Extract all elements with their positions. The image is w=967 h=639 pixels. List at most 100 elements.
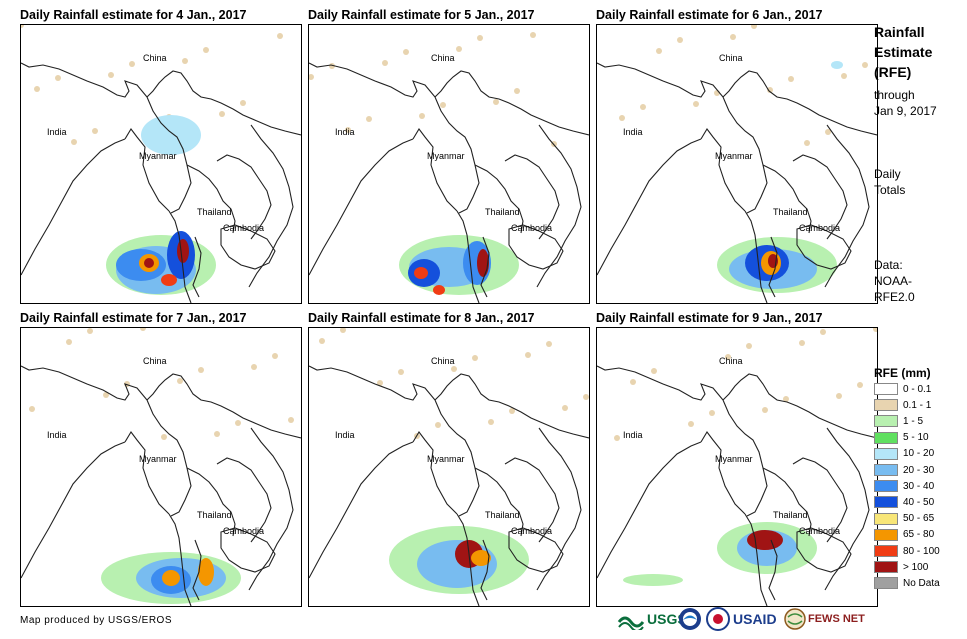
country-label-thailand: Thailand bbox=[197, 510, 232, 520]
usgs-label: USGS bbox=[647, 611, 687, 627]
country-label-china: China bbox=[719, 356, 743, 366]
country-label-cambodia: Cambodia bbox=[799, 223, 841, 233]
map-canvas bbox=[597, 25, 877, 303]
panel-title-4-jan: Daily Rainfall estimate for 4 Jan., 2017 bbox=[20, 8, 247, 22]
rainfall-map-6-jan[interactable]: China India Myanmar Thailand Cambodia bbox=[596, 24, 878, 304]
country-label-india: India bbox=[335, 127, 355, 137]
usgs-wave-icon bbox=[617, 616, 645, 630]
rainfall-field bbox=[389, 526, 529, 594]
legend-label: 5 - 10 bbox=[903, 432, 929, 444]
fews-net-logo[interactable]: FEWS NET bbox=[784, 604, 865, 634]
country-label-myanmar: Myanmar bbox=[715, 151, 753, 161]
title-line-estimate: Estimate bbox=[874, 44, 933, 60]
country-label-myanmar: Myanmar bbox=[715, 454, 753, 464]
country-label-myanmar: Myanmar bbox=[139, 151, 177, 161]
country-borders bbox=[21, 365, 301, 606]
title-line-rfe: (RFE) bbox=[874, 64, 912, 80]
country-borders bbox=[309, 365, 589, 606]
legend-item: 5 - 10 bbox=[874, 431, 929, 445]
data-label: Data: bbox=[874, 258, 903, 272]
legend-swatch bbox=[874, 383, 898, 395]
legend-swatch bbox=[874, 431, 898, 444]
legend-item: 20 - 30 bbox=[874, 463, 934, 477]
country-borders bbox=[21, 62, 301, 303]
rainfall-field bbox=[717, 61, 843, 293]
legend-label: No Data bbox=[903, 577, 940, 589]
noaa-logo[interactable] bbox=[678, 604, 702, 634]
legend-item: 50 - 65 bbox=[874, 512, 934, 526]
noaa-seal-icon bbox=[679, 608, 701, 630]
country-label-thailand: Thailand bbox=[773, 207, 808, 217]
usgs-logo[interactable]: USGS bbox=[617, 604, 687, 634]
country-label-china: China bbox=[431, 53, 455, 63]
light-rain-specks bbox=[614, 328, 877, 441]
aggregation-text: Daily Totals bbox=[874, 166, 905, 198]
country-label-cambodia: Cambodia bbox=[223, 223, 265, 233]
legend-swatch bbox=[874, 415, 898, 428]
panel-title-7-jan: Daily Rainfall estimate for 7 Jan., 2017 bbox=[20, 311, 247, 325]
legend-item: No Data bbox=[874, 576, 940, 590]
rainfall-map-4-jan[interactable]: China India Myanmar Thailand Cambodia bbox=[20, 24, 302, 304]
legend-label: 1 - 5 bbox=[903, 415, 924, 427]
rainfall-map-5-jan[interactable]: China India Myanmar Thailand Cambodia bbox=[308, 24, 590, 304]
light-rain-specks bbox=[619, 25, 868, 146]
panel-title-9-jan: Daily Rainfall estimate for 9 Jan., 2017 bbox=[596, 311, 823, 325]
legend-label: 50 - 65 bbox=[903, 513, 935, 525]
map-canvas bbox=[21, 328, 301, 606]
country-label-thailand: Thailand bbox=[197, 207, 232, 217]
rainfall-map-8-jan[interactable]: China India Myanmar Thailand Cambodia bbox=[308, 327, 590, 607]
noaa-label: NOAA- bbox=[874, 274, 913, 288]
usaid-logo[interactable]: USAID bbox=[706, 604, 777, 634]
legend-item: 1 - 5 bbox=[874, 414, 923, 428]
fews-globe-icon bbox=[784, 608, 806, 630]
rfe-version-label: RFE2.0 bbox=[874, 290, 915, 304]
panel-title-5-jan: Daily Rainfall estimate for 5 Jan., 2017 bbox=[308, 8, 535, 22]
data-source-text: Data: NOAA- RFE2.0 bbox=[874, 257, 915, 305]
panel-title-6-jan: Daily Rainfall estimate for 6 Jan., 2017 bbox=[596, 8, 823, 22]
legend-item: 80 - 100 bbox=[874, 544, 940, 558]
credit-text: Map produced by USGS/EROS bbox=[20, 615, 173, 626]
legend-label: 65 - 80 bbox=[903, 529, 935, 541]
legend-item: 40 - 50 bbox=[874, 495, 934, 509]
legend-title: RFE (mm) bbox=[874, 366, 931, 380]
end-date: Jan 9, 2017 bbox=[874, 104, 937, 118]
map-title: Rainfall Estimate (RFE) bbox=[874, 22, 932, 82]
legend-item: 10 - 20 bbox=[874, 447, 934, 461]
country-label-cambodia: Cambodia bbox=[223, 526, 265, 536]
country-label-india: India bbox=[335, 430, 355, 440]
light-rain-specks bbox=[21, 25, 283, 145]
map-canvas bbox=[21, 25, 301, 303]
country-label-india: India bbox=[623, 430, 643, 440]
legend-swatch bbox=[874, 545, 898, 557]
country-label-china: China bbox=[431, 356, 455, 366]
rainfall-map-9-jan[interactable]: China India Myanmar Thailand Cambodia bbox=[596, 327, 878, 607]
period-text: through Jan 9, 2017 bbox=[874, 87, 937, 119]
legend-item: 0 - 0.1 bbox=[874, 382, 931, 396]
country-borders bbox=[309, 62, 589, 303]
country-label-thailand: Thailand bbox=[485, 510, 520, 520]
legend-swatch bbox=[874, 528, 898, 541]
usaid-label: USAID bbox=[733, 611, 777, 627]
country-label-cambodia: Cambodia bbox=[799, 526, 841, 536]
rainfall-field bbox=[101, 552, 241, 604]
legend-item: 30 - 40 bbox=[874, 479, 934, 493]
legend-label: 40 - 50 bbox=[903, 496, 935, 508]
map-canvas bbox=[597, 328, 877, 606]
light-rain-specks bbox=[309, 32, 557, 147]
legend-swatch bbox=[874, 561, 898, 574]
map-canvas bbox=[309, 328, 589, 606]
legend-swatch bbox=[874, 512, 898, 525]
country-borders bbox=[597, 62, 877, 303]
legend-swatch bbox=[874, 480, 898, 493]
rainfall-field bbox=[399, 235, 519, 295]
legend-label: 30 - 40 bbox=[903, 480, 935, 492]
legend-label: 80 - 100 bbox=[903, 545, 940, 557]
legend-label: 20 - 30 bbox=[903, 464, 935, 476]
rainfall-map-7-jan[interactable]: China India Myanmar Thailand Cambodia bbox=[20, 327, 302, 607]
country-label-myanmar: Myanmar bbox=[427, 454, 465, 464]
legend-swatch bbox=[874, 399, 898, 412]
daily-label: Daily bbox=[874, 167, 901, 181]
legend-item: > 100 bbox=[874, 560, 928, 574]
light-rain-specks bbox=[319, 328, 589, 439]
legend-label: 0 - 0.1 bbox=[903, 383, 932, 395]
